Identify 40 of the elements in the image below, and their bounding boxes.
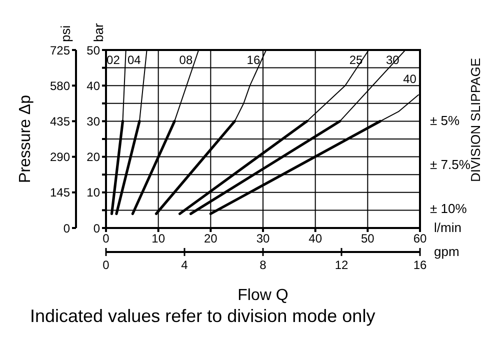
x2-tick-label: 0 bbox=[102, 258, 110, 272]
y2-tick-label: 580 bbox=[50, 78, 70, 93]
y-tick-label: 20 bbox=[86, 150, 100, 164]
text: gpm bbox=[434, 244, 460, 259]
x-tick-label: 40 bbox=[308, 232, 322, 246]
y-tick-label: 50 bbox=[86, 43, 100, 58]
y-tick-label: 10 bbox=[86, 186, 100, 200]
series-label: 08 bbox=[179, 53, 193, 67]
series-label: 25 bbox=[349, 53, 364, 67]
text: Pressure Δp bbox=[17, 94, 34, 184]
x-tick-label: 0 bbox=[102, 232, 110, 246]
x2-tick-label: 4 bbox=[181, 258, 188, 272]
text: ± 7.5% bbox=[430, 157, 471, 172]
x-tick-label: 20 bbox=[204, 232, 218, 246]
text: ± 5% bbox=[430, 113, 460, 128]
x-tick-label: 10 bbox=[152, 232, 166, 246]
y-tick-label: 0 bbox=[93, 221, 100, 236]
y-tick-label: 30 bbox=[86, 114, 100, 128]
x-axis-title: Flow Q bbox=[238, 287, 288, 304]
series-label: 04 bbox=[127, 53, 142, 67]
y-tick-label: 40 bbox=[86, 78, 100, 93]
y-axis-title: bar bbox=[91, 22, 106, 42]
y2-tick-label: 0 bbox=[63, 221, 70, 236]
x2-tick-label: 12 bbox=[334, 258, 348, 272]
series-label: 02 bbox=[106, 53, 120, 67]
y2-tick-label: 725 bbox=[50, 43, 70, 58]
text: l/min bbox=[434, 220, 462, 235]
text: Indicated values refer to division mode only bbox=[30, 306, 376, 327]
x2-tick-label: 8 bbox=[260, 258, 267, 272]
x-tick-label: 50 bbox=[360, 232, 375, 246]
x2-tick-label: 16 bbox=[413, 258, 427, 272]
y2-tick-label: 435 bbox=[50, 114, 70, 128]
y2-tick-label: 290 bbox=[50, 150, 70, 164]
x-tick-label: 60 bbox=[413, 232, 427, 246]
y2-tick-label: 145 bbox=[50, 186, 70, 200]
text: ± 10% bbox=[430, 201, 468, 216]
series-label: 16 bbox=[246, 53, 260, 67]
series-label: 40 bbox=[403, 72, 417, 86]
x-tick-label: 30 bbox=[256, 232, 270, 246]
y2-axis-title: psi bbox=[58, 25, 73, 42]
